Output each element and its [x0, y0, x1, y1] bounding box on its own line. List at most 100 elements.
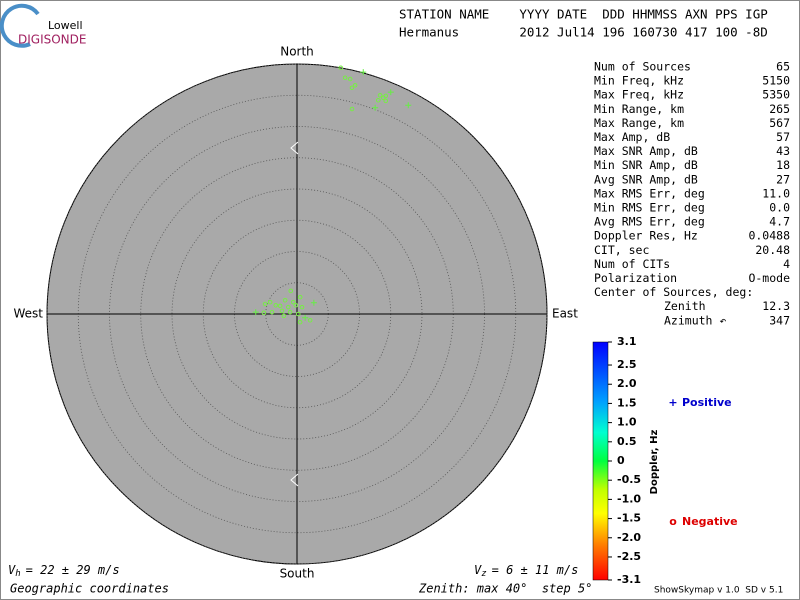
- center-label: Zenith: [664, 299, 706, 313]
- coords: Geographic coordinates: [10, 582, 169, 596]
- logo-top: Lowell: [48, 19, 83, 32]
- source-circle: [288, 288, 294, 294]
- colorbar: [592, 341, 609, 581]
- stat-label: Num of CITs: [594, 257, 670, 271]
- source-circle: [349, 106, 355, 112]
- stat-value: 4: [783, 257, 790, 271]
- stat-value: 567: [769, 116, 790, 130]
- source-plus: [310, 299, 317, 306]
- source-circle: [352, 82, 358, 88]
- stat-label: Max Amp, dB: [594, 130, 670, 144]
- stat-label: Avg SNR Amp, dB: [594, 172, 698, 186]
- stat-label: Min Range, km: [594, 102, 684, 116]
- source-circle: [290, 299, 296, 305]
- stat-label: Min Freq, kHz: [594, 74, 684, 88]
- colorbar-tick-label: 1.5: [617, 396, 637, 409]
- vz-sub: z: [481, 569, 486, 579]
- source-circle: [383, 98, 389, 104]
- colorbar-tick-label: 2.0: [617, 377, 637, 390]
- legend-marker: o: [669, 515, 677, 528]
- source-circle: [281, 313, 287, 319]
- source-plus: [405, 102, 412, 109]
- colorbar-label: Doppler, Hz: [649, 430, 660, 495]
- colorbar-tick-label: -0.5: [617, 473, 641, 486]
- stat-value: 20.48: [755, 243, 790, 257]
- source-circle: [267, 299, 273, 305]
- stat-label: CIT, sec: [594, 243, 649, 257]
- stat-label: Max SNR Amp, dB: [594, 144, 698, 158]
- vh-text: = 22 ± 29 m/s: [26, 563, 120, 577]
- source-plus: [372, 104, 379, 111]
- source-circle: [297, 294, 303, 300]
- source-circle: [347, 76, 353, 82]
- source-circle: [349, 85, 355, 91]
- colorbar-tick-label: 3.1: [617, 335, 637, 348]
- stat-label: Avg RMS Err, deg: [594, 215, 705, 229]
- arrow-markers: [290, 141, 299, 487]
- center-value: 12.3: [762, 299, 790, 313]
- vz-text: = 6 ± 11 m/s: [492, 563, 579, 577]
- stat-value: 57: [776, 130, 790, 144]
- logo-swoosh: [0, 3, 40, 48]
- stat-label: Max Freq, kHz: [594, 88, 684, 102]
- source-circle: [287, 309, 293, 315]
- colorbar-tick-label: 0: [617, 454, 625, 467]
- stat-value: O-mode: [748, 271, 790, 285]
- colorbar-tick-label: -1.5: [617, 512, 641, 525]
- vh: Vh = 22 ± 29 m/s: [8, 563, 120, 579]
- stat-value: 5350: [762, 88, 790, 102]
- source-plus: [302, 314, 309, 321]
- vh-symbol: V: [8, 563, 16, 577]
- center-label: Azimuth ↶: [664, 313, 726, 327]
- plot: [46, 63, 548, 565]
- colorbar-tick-label: -3.1: [617, 573, 641, 586]
- source-plus: [252, 309, 259, 316]
- source-circle: [342, 75, 348, 81]
- header-names: STATION NAME YYYY DATE DDD HHMMSS AXN PP…: [399, 7, 768, 22]
- colorbar-tick-label: 1.0: [617, 416, 637, 429]
- stat-label: Polarization: [594, 271, 677, 285]
- colorbar-tick-label: -2.0: [617, 531, 641, 544]
- source-circle: [261, 310, 267, 316]
- stat-value: 0.0488: [748, 229, 790, 243]
- header-values: Hermanus 2012 Jul14 196 160730 417 100 -…: [399, 25, 768, 40]
- north-label: North: [280, 45, 314, 59]
- logo-bottom: DIGISONDE: [18, 33, 86, 47]
- source-circle: [273, 302, 279, 308]
- source-circle: [262, 301, 268, 307]
- stat-value: 27: [776, 172, 790, 186]
- stat-label: Max RMS Err, deg: [594, 186, 705, 200]
- source-circle: [269, 309, 275, 315]
- south-label: South: [280, 567, 315, 581]
- legend-label: Positive: [682, 396, 732, 409]
- stat-label: Min RMS Err, deg: [594, 201, 705, 215]
- stat-label: Max Range, km: [594, 116, 684, 130]
- source-circle: [297, 319, 303, 325]
- stat-label: Doppler Res, Hz: [594, 229, 698, 243]
- source-plus: [360, 69, 367, 76]
- source-circle: [282, 297, 288, 303]
- vz: Vz = 6 ± 11 m/s: [474, 563, 578, 579]
- stat-value: 265: [769, 102, 790, 116]
- source-circle: [279, 308, 285, 314]
- colorbar-tick-label: -1.0: [617, 492, 641, 505]
- colorbar-tick-label: -2.5: [617, 550, 641, 563]
- version: ShowSkymap v 1.0 SD v 5.1: [654, 586, 783, 596]
- vz-symbol: V: [474, 563, 482, 577]
- source-circle: [307, 317, 313, 323]
- colorbar-tick-label: 0.5: [617, 435, 637, 448]
- vh-sub: h: [15, 569, 20, 579]
- stat-value: 5150: [762, 74, 790, 88]
- stat-label: Min SNR Amp, dB: [594, 158, 698, 172]
- source-circle: [377, 92, 383, 98]
- stat-label: Num of Sources: [594, 60, 691, 74]
- stat-value: 43: [776, 144, 790, 158]
- legend-label: Negative: [682, 515, 738, 528]
- stat-value: 4.7: [769, 215, 790, 229]
- stat-value: 0.0: [769, 201, 790, 215]
- stat-value: 18: [776, 158, 790, 172]
- stat-value: 11.0: [762, 186, 790, 200]
- stat-value: 65: [776, 60, 790, 74]
- source-circle: [383, 93, 389, 99]
